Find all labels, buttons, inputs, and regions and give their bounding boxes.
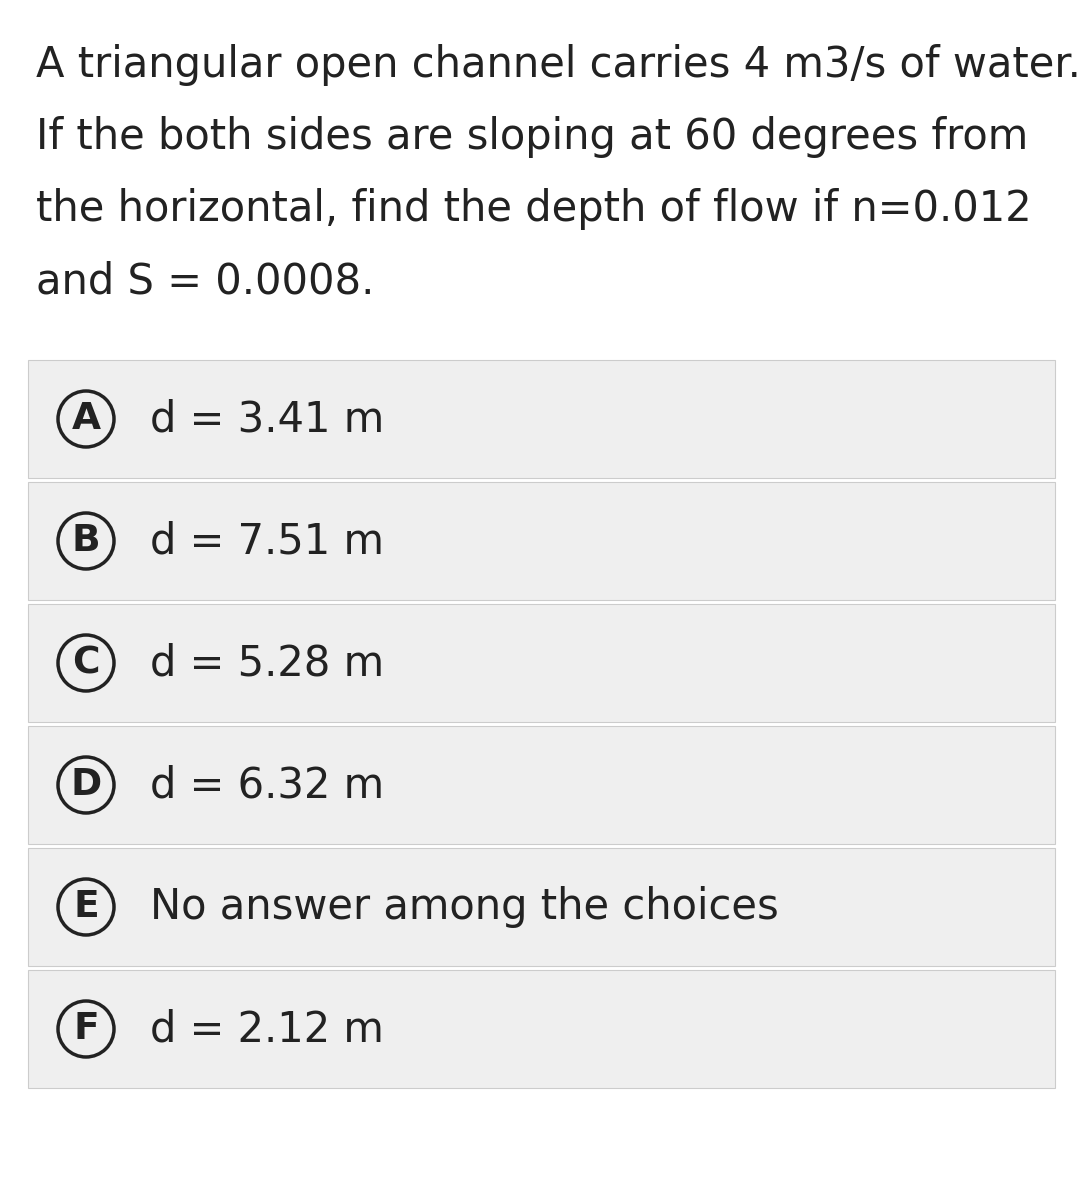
Text: d = 5.28 m: d = 5.28 m: [150, 642, 384, 684]
Text: D: D: [70, 767, 102, 803]
Text: C: C: [72, 645, 99, 681]
FancyBboxPatch shape: [28, 482, 1055, 600]
Text: d = 3.41 m: d = 3.41 m: [150, 398, 384, 440]
Text: F: F: [73, 1010, 98, 1047]
FancyBboxPatch shape: [28, 604, 1055, 722]
Text: d = 6.32 m: d = 6.32 m: [150, 764, 384, 806]
Text: E: E: [73, 890, 98, 925]
Text: No answer among the choices: No answer among the choices: [150, 886, 779, 927]
Text: and S = 0.0008.: and S = 0.0008.: [36, 260, 375, 302]
Text: If the both sides are sloping at 60 degrees from: If the both sides are sloping at 60 degr…: [36, 116, 1028, 158]
Text: d = 7.51 m: d = 7.51 m: [150, 519, 384, 562]
FancyBboxPatch shape: [28, 726, 1055, 844]
Text: A: A: [71, 401, 100, 436]
FancyBboxPatch shape: [28, 970, 1055, 1088]
Text: A triangular open channel carries 4 m3/s of water.: A triangular open channel carries 4 m3/s…: [36, 44, 1080, 87]
Text: the horizontal, find the depth of flow if n=0.012: the horizontal, find the depth of flow i…: [36, 189, 1031, 230]
Text: d = 2.12 m: d = 2.12 m: [150, 1008, 383, 1050]
FancyBboxPatch shape: [28, 361, 1055, 478]
FancyBboxPatch shape: [28, 848, 1055, 967]
Text: B: B: [71, 523, 100, 559]
